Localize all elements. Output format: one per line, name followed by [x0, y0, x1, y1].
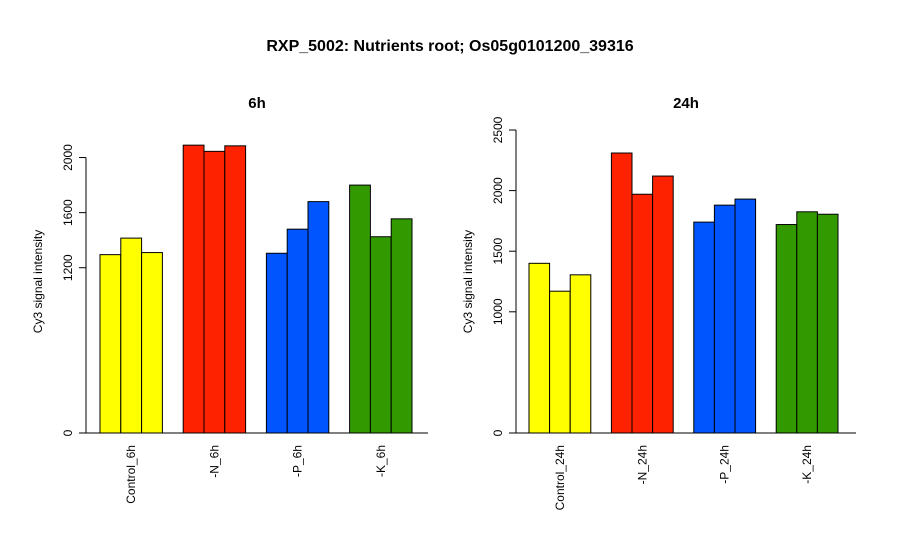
- panel-1-category-label: -K_6h: [374, 445, 388, 477]
- panel-1-bar: [224, 145, 247, 434]
- panel-1-bar: [286, 228, 309, 434]
- panel-2-bar: [775, 224, 798, 434]
- panel-2-category-label: -K_24h: [800, 445, 814, 484]
- panel-2-bar: [713, 204, 736, 434]
- panel-2-bar: [652, 175, 674, 434]
- panel-2-y-tick-label: 1000: [491, 298, 505, 325]
- panel-2-category-label: -N_24h: [635, 445, 649, 484]
- panel-2-bar: [610, 152, 633, 434]
- panel-2-category-label: -P_24h: [718, 445, 732, 484]
- panel-1-category-label: Control_6h: [124, 445, 138, 504]
- panel-2-y-tick-label: 1500: [491, 238, 505, 265]
- chart-main-title: RXP_5002: Nutrients root; Os05g0101200_3…: [266, 38, 634, 55]
- panel-1-y-tick-label: 1600: [61, 199, 75, 226]
- panel-2-bar: [796, 211, 818, 434]
- panel-2-bar: [528, 262, 551, 434]
- panel-1-y-tick-label: 1200: [61, 254, 75, 281]
- panel-1-y-axis-label: Cy3 signal intensity: [31, 230, 45, 333]
- panel-1-category-label: -P_6h: [291, 445, 305, 477]
- panel-1-y-tick-label: 2000: [61, 144, 75, 171]
- panel-2-category-label: Control_24h: [553, 445, 567, 510]
- panel-1-bar: [203, 150, 226, 434]
- panel-1-bar: [182, 144, 205, 434]
- panel-1-bar: [120, 237, 143, 434]
- panel-2-y-tick-label: 2500: [491, 116, 505, 143]
- panel-1-bar: [390, 218, 413, 434]
- panel-1-bar: [99, 254, 122, 434]
- panel-1-category-label: -N_6h: [207, 445, 221, 478]
- panel-1-bar: [141, 252, 163, 434]
- panel-2-bar: [549, 290, 571, 434]
- panel-1-bar: [349, 184, 371, 434]
- panel-2-bar: [631, 193, 654, 434]
- panel-2-y-tick-label: 0: [491, 429, 505, 436]
- panel-1-bar: [307, 201, 330, 434]
- panel-1-bar: [369, 236, 392, 434]
- panel-2-bar: [569, 274, 592, 434]
- panel-2-bar: [816, 213, 839, 434]
- panel-2-bar: [693, 221, 715, 434]
- panel-1-y-tick-label: 0: [61, 429, 75, 436]
- panel-2-title: 24h: [673, 95, 699, 112]
- panel-2-bar: [734, 198, 757, 434]
- panel-1-bar: [265, 252, 288, 434]
- panel-1-title: 6h: [248, 95, 266, 112]
- panel-2-y-tick-label: 2000: [491, 177, 505, 204]
- panel-2-y-axis-label: Cy3 signal intensity: [461, 230, 475, 333]
